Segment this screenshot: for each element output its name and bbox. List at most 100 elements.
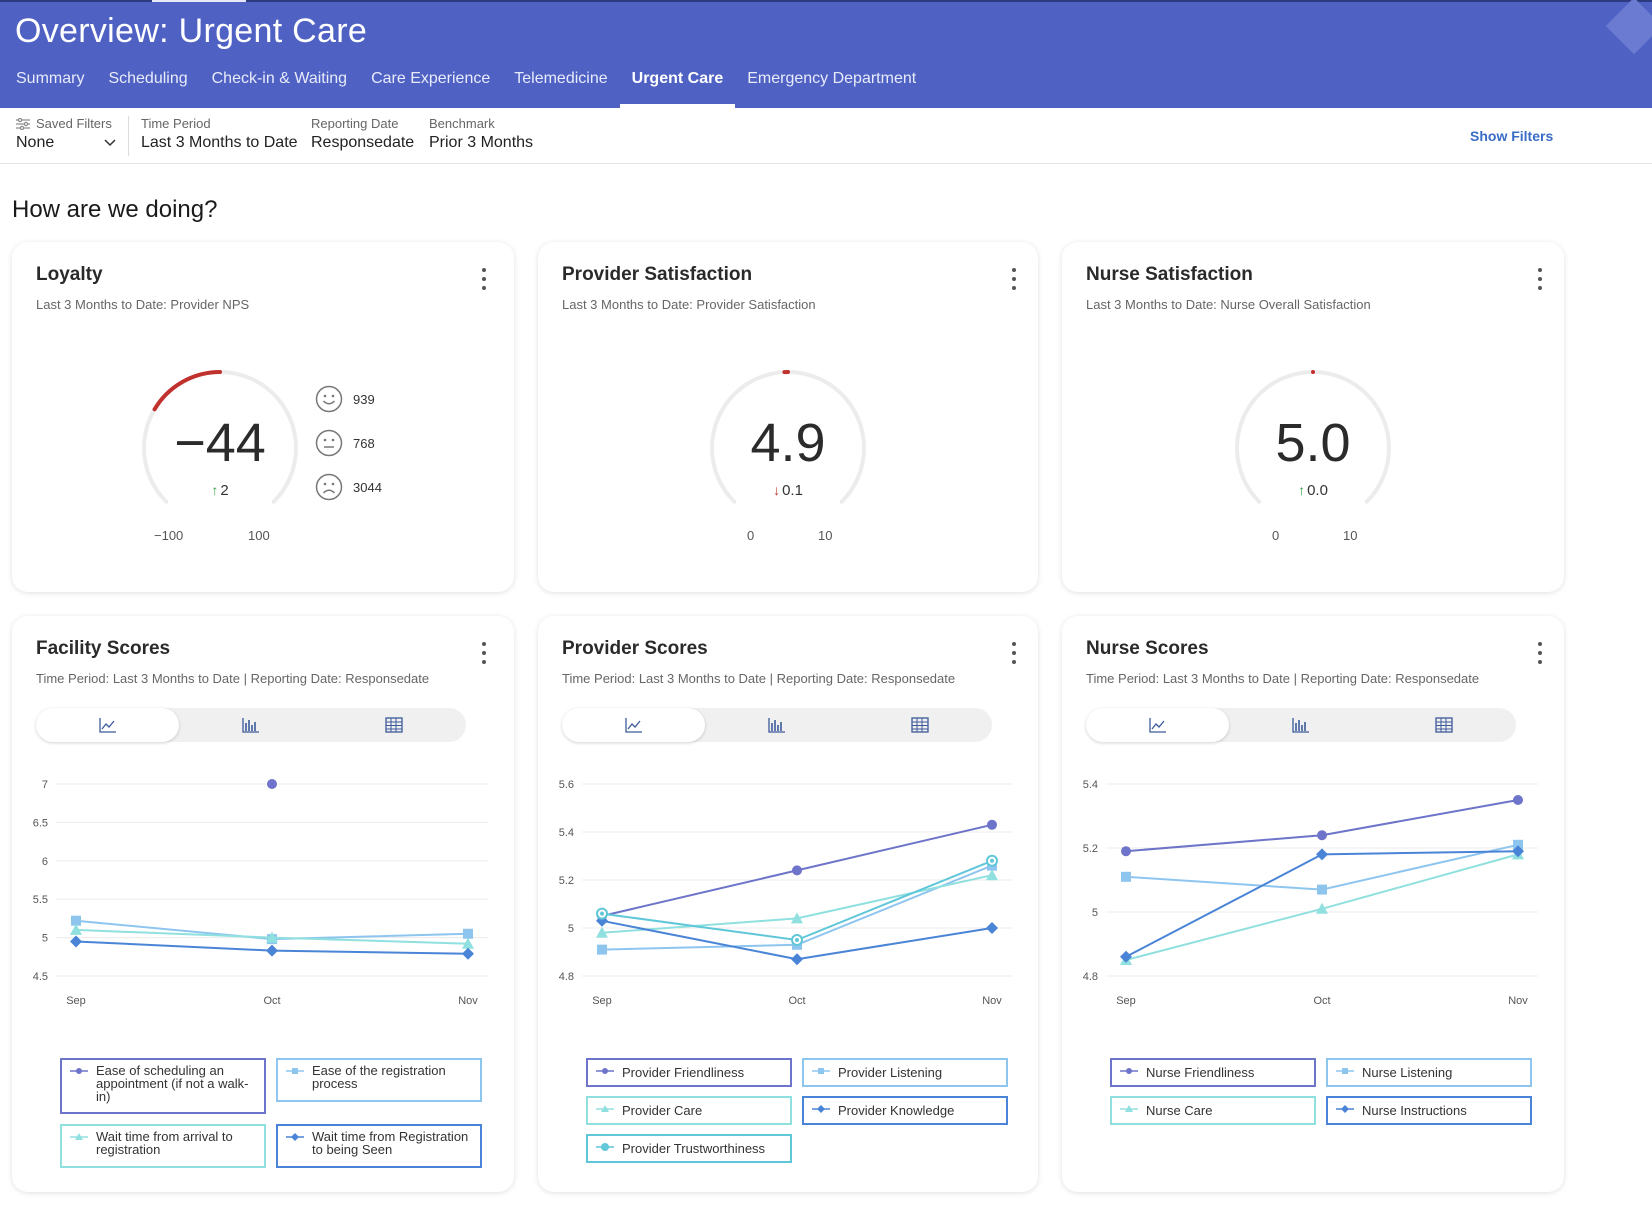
data-point[interactable] [1121,846,1131,857]
legend-item[interactable]: Nurse Friendliness [1110,1058,1316,1087]
data-point[interactable] [1513,839,1523,850]
data-point[interactable] [1121,871,1131,882]
y-tick-label: 5.4 [1083,779,1098,791]
line-chart-view-button[interactable] [1086,708,1230,742]
x-tick-label: Oct [1313,995,1330,1007]
data-point[interactable] [1316,902,1328,914]
legend-item[interactable]: Ease of scheduling an appointment (if no… [60,1058,266,1114]
data-point[interactable] [792,865,802,876]
card-title: Loyalty [36,264,103,285]
data-point[interactable] [1512,845,1524,858]
tab-scheduling[interactable]: Scheduling [108,70,188,87]
legend-item[interactable]: Nurse Listening [1326,1058,1532,1087]
more-options-icon[interactable] [1533,266,1547,292]
table-view-button[interactable] [849,708,992,742]
bar-chart-view-button[interactable] [179,708,322,742]
line-chart-view-button[interactable] [562,708,706,742]
table-view-button[interactable] [1373,708,1516,742]
tab-telemedicine[interactable]: Telemedicine [514,70,608,87]
saved-filters-group[interactable]: Saved Filters None [16,116,116,152]
legend-item[interactable]: Provider Care [586,1096,792,1125]
happy-face-icon [315,385,343,413]
card-subtitle: Time Period: Last 3 Months to Date | Rep… [36,671,430,686]
y-tick-label: 4.5 [33,971,48,983]
data-point[interactable] [1317,884,1327,895]
legend-item[interactable]: Provider Trustworthiness [586,1134,792,1163]
legend-item[interactable]: Nurse Instructions [1326,1096,1532,1125]
table-view-button[interactable] [323,708,466,742]
more-options-icon[interactable] [477,640,491,666]
card-subtitle: Last 3 Months to Date: Provider NPS [36,297,250,312]
bar-chart-view-button[interactable] [1229,708,1372,742]
legend-item[interactable]: Wait time from Registration to being See… [276,1124,482,1168]
data-point[interactable] [463,928,473,939]
y-tick-label: 6.5 [33,817,48,829]
sad-face-icon [315,473,343,501]
data-point[interactable] [791,953,803,966]
data-point[interactable] [1316,848,1328,861]
gauge-max-label: 10 [818,528,833,543]
nurse-satisfaction-gauge [1235,370,1391,504]
legend-item[interactable]: Ease of the registration process [276,1058,482,1102]
legend-item[interactable]: Wait time from arrival to registration [60,1124,266,1168]
time-period-label: Time Period [141,116,211,131]
legend-item[interactable]: Nurse Care [1110,1096,1316,1125]
line-chart-view-button[interactable] [36,708,180,742]
tab-care-experience[interactable]: Care Experience [371,70,491,87]
gauge-max-label: 100 [248,528,270,543]
legend-item[interactable]: Provider Listening [802,1058,1008,1087]
reporting-date-filter[interactable]: Reporting Date Responsedate [311,116,414,152]
legend-item[interactable]: Provider Knowledge [802,1096,1008,1125]
data-point[interactable] [70,923,82,935]
line-chart-icon [99,718,116,733]
triangle-marker-icon [596,1105,614,1112]
data-point[interactable] [986,922,998,934]
data-point[interactable] [266,931,278,943]
saved-filters-select[interactable]: None [16,134,116,152]
gauge-max-label: 10 [1343,528,1358,543]
data-point[interactable] [266,944,278,957]
data-point[interactable] [791,934,803,946]
data-point[interactable] [597,944,607,955]
data-point[interactable] [1120,950,1132,963]
bar-chart-view-button[interactable] [705,708,848,742]
more-options-icon[interactable] [1007,640,1021,666]
data-point[interactable] [596,926,608,938]
nps-detractors: 3044 [315,473,382,501]
data-point[interactable] [1513,795,1523,805]
more-options-icon[interactable] [477,266,491,292]
data-point[interactable] [71,915,81,926]
data-point[interactable] [986,869,998,881]
gauge-min-label: 0 [1272,528,1280,543]
neutral-face-icon [315,429,343,457]
ring-marker-icon [596,1143,614,1151]
data-point[interactable] [987,819,997,830]
more-options-icon[interactable] [1533,640,1547,666]
more-options-icon[interactable] [1007,266,1021,292]
data-point[interactable] [267,779,277,789]
data-point[interactable] [462,947,474,960]
data-point[interactable] [596,914,608,927]
show-filters-button[interactable]: Show Filters [1470,128,1554,144]
gauge-value: 4.9 [750,413,826,473]
tab-emergency-department[interactable]: Emergency Department [747,70,917,87]
data-point[interactable] [462,937,474,949]
x-tick-label: Oct [263,995,280,1007]
gauge-delta-value: 0.0 [1307,482,1328,499]
promoter-count: 939 [353,391,375,407]
tab-check-in-waiting[interactable]: Check-in & Waiting [211,70,348,87]
tab-urgent-care[interactable]: Urgent Care [619,58,736,108]
data-point[interactable] [70,935,82,948]
gauge-min-label: 0 [747,528,755,543]
nurse-scores-chart: 4.8 5 5.2 5.4 Sep Oct Nov [1083,779,1538,1007]
data-point[interactable] [791,912,803,924]
benchmark-value: Prior 3 Months [429,134,534,151]
legend-item[interactable]: Provider Friendliness [586,1058,792,1087]
data-point[interactable] [986,854,998,867]
data-point[interactable] [596,907,608,920]
benchmark-filter[interactable]: Benchmark Prior 3 Months [429,116,533,152]
data-point[interactable] [1317,830,1327,841]
tab-summary[interactable]: Summary [16,70,85,87]
time-period-filter[interactable]: Time Period Last 3 Months to Date [141,116,298,152]
legend-label: Provider Care [622,1103,703,1118]
